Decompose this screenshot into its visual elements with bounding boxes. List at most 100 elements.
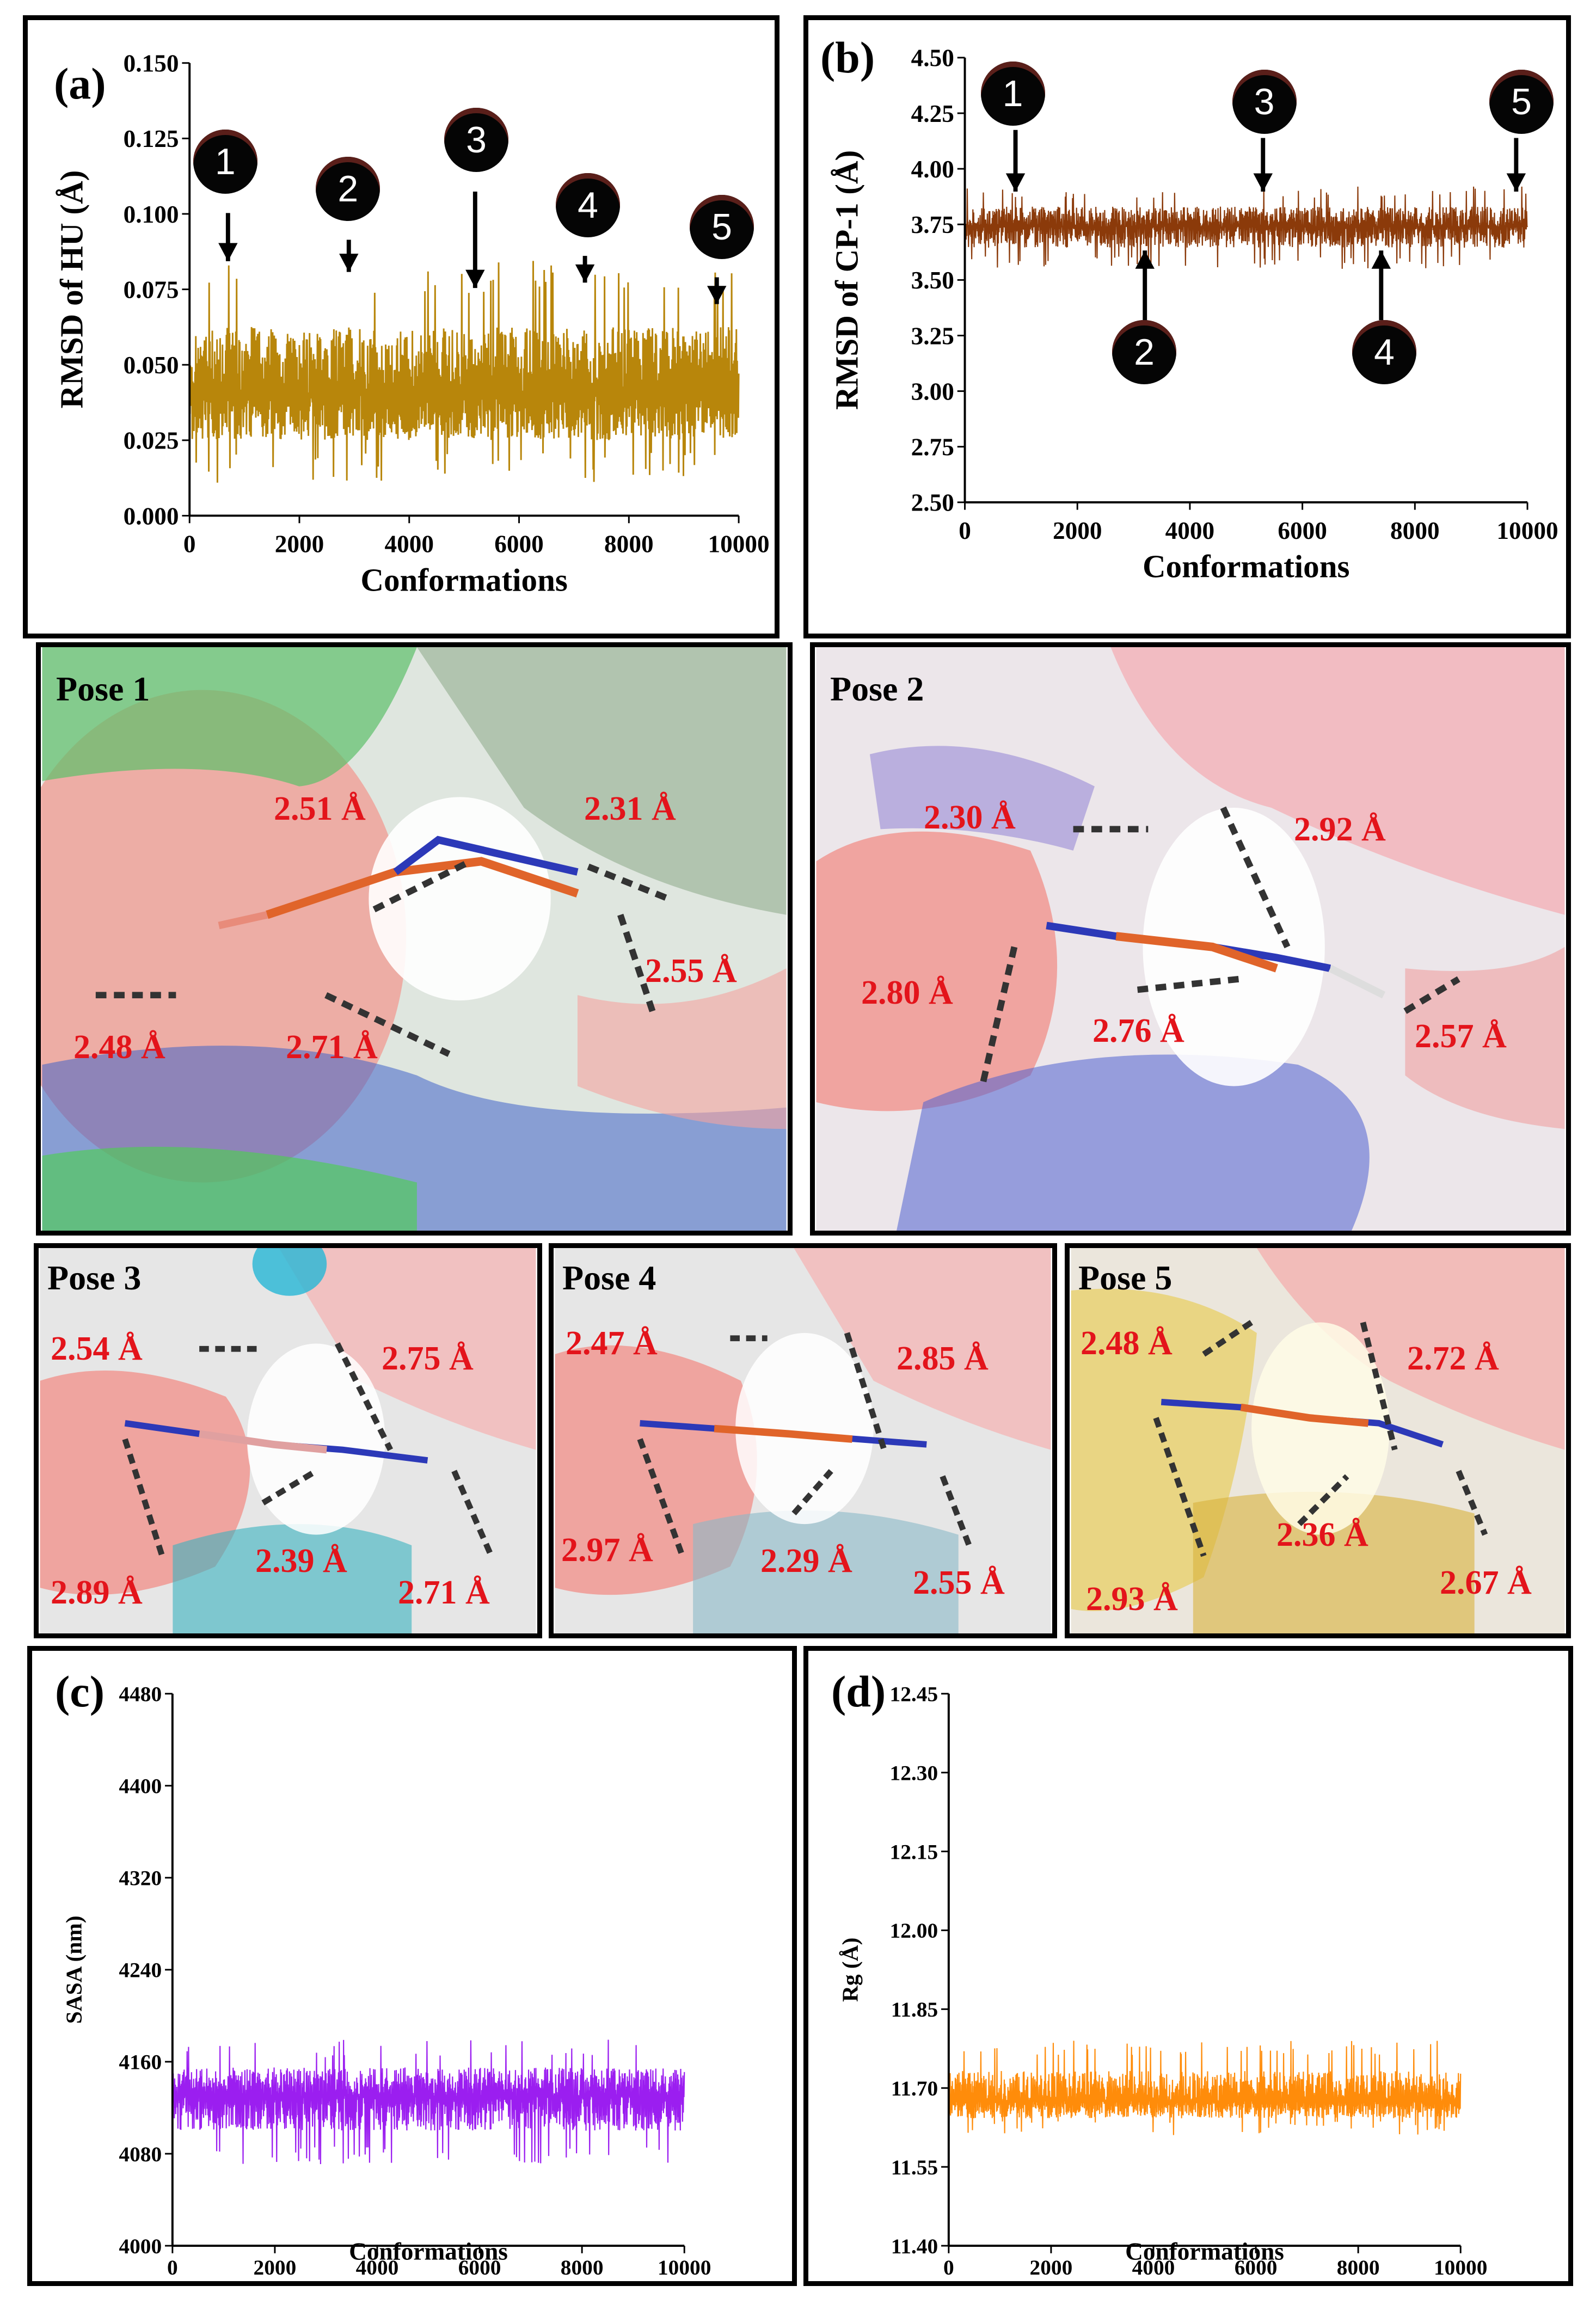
pose-4-distance-1: 2.47 Å [566, 1325, 658, 1362]
x-tick-label: 4000 [356, 2256, 399, 2279]
marker-arrowhead [575, 264, 595, 283]
marker-arrowhead [1135, 250, 1155, 269]
chart-b: 0 2000 4000 6000 8000 10000 2.50 2.75 3.00 3.25 3.… [829, 45, 1558, 585]
series-line-b [964, 186, 1529, 269]
pose-2-render [816, 647, 1565, 1231]
x-tick-label: 0 [183, 530, 196, 557]
x-tick-label: 4000 [1132, 2256, 1175, 2279]
y-tick-label: 4000 [119, 2234, 162, 2258]
y-tick-label: 0.125 [124, 125, 179, 152]
pose-5-distance-3: 2.93 Å [1086, 1581, 1178, 1618]
pose-3-distance-4: 2.39 Å [255, 1543, 347, 1580]
pose-5-distance-5: 2.67 Å [1440, 1564, 1532, 1601]
pose-3-distance-5: 2.71 Å [398, 1574, 490, 1611]
pose-1-render [41, 647, 787, 1231]
x-tick-label: 8000 [1390, 517, 1440, 544]
x-tick-label: 2000 [254, 2256, 297, 2279]
pose-1-distance-5: 2.71 Å [286, 1029, 378, 1066]
x-tick-label: 6000 [1235, 2256, 1278, 2279]
x-tick-label: 2000 [1030, 2256, 1073, 2279]
y-axis-title-b: RMSD of CP-1 (Å) [829, 150, 865, 410]
panel-c: 0 2000 4000 6000 8000 10000 4000 4080 4160 4240 43… [27, 1646, 797, 2286]
y-tick-label: 2.50 [911, 489, 954, 517]
marker-arrowhead [707, 286, 727, 304]
series-line-d [948, 1693, 1462, 2135]
y-tick-label: 4480 [119, 1682, 162, 1706]
pose-panel-1: Pose 1 2.51 Å 2.31 Å 2.55 Å 2.48 Å 2.71 … [36, 642, 793, 1236]
y-tick-label: 0.000 [124, 502, 179, 530]
y-tick-label: 3.25 [911, 322, 954, 349]
y-tick-label: 2.75 [911, 434, 954, 461]
y-tick-label: 3.00 [911, 378, 954, 405]
x-tick-label: 6000 [1278, 517, 1327, 544]
conformation-marker-4: 4 [556, 173, 620, 237]
marker-arrowhead [1005, 173, 1026, 192]
y-axis-title-a: RMSD of HU (Å) [53, 170, 89, 409]
panel-b: 0 2000 4000 6000 8000 10000 2.50 2.75 3.00 3.25 3.… [803, 15, 1571, 638]
x-tick-label: 8000 [604, 530, 654, 557]
chart-d: 0 2000 4000 6000 8000 10000 11.40 11.55 11.70 11.… [837, 1682, 1487, 2280]
series-line-a [188, 261, 740, 483]
y-tick-label: 0.025 [124, 427, 179, 454]
y-tick-label: 11.40 [891, 2234, 938, 2258]
pose-5-render [1071, 1248, 1565, 1633]
pose-panel-3: Pose 3 2.54 Å 2.75 Å 2.89 Å 2.39 Å 2.71 … [34, 1243, 542, 1638]
conformation-marker-3: 3 [1232, 70, 1297, 134]
x-tick-label: 10000 [1496, 517, 1558, 544]
marker-arrowhead [339, 254, 359, 272]
y-tick-label: 4080 [119, 2142, 162, 2166]
y-tick-label: 4.25 [911, 100, 954, 127]
marker-arrowhead [1371, 250, 1391, 269]
marker-arrowhead [218, 243, 238, 261]
pose-1-label: Pose 1 [56, 669, 150, 708]
conformation-marker-2: 2 [1112, 320, 1176, 384]
x-axis-title-d: Conformations [1125, 2238, 1284, 2265]
y-tick-label: 3.75 [911, 211, 954, 238]
pose-3-distance-1: 2.54 Å [51, 1330, 143, 1367]
panel-a: 0 2000 4000 6000 8000 10000 0.000 0.025 0.050 0.0… [23, 15, 779, 638]
pose-4-distance-5: 2.55 Å [913, 1564, 1005, 1601]
pose-3-render [40, 1248, 536, 1633]
pose-2-distance-2: 2.92 Å [1294, 811, 1386, 848]
x-axis-title-b: Conformations [1143, 549, 1350, 585]
x-tick-label: 8000 [561, 2256, 604, 2279]
x-tick-label: 4000 [1165, 517, 1215, 544]
marker-arrowhead [465, 269, 485, 288]
conformation-marker-3: 3 [444, 108, 508, 172]
x-tick-label: 6000 [494, 530, 544, 557]
pose-2-label: Pose 2 [830, 669, 924, 708]
y-tick-label: 0.075 [124, 276, 179, 303]
pose-1-distance-2: 2.31 Å [584, 790, 676, 827]
y-tick-label: 11.70 [891, 2076, 938, 2100]
y-tick-label: 12.00 [890, 1919, 938, 1943]
y-axis-title-d: Rg (Å) [837, 1938, 863, 2002]
y-tick-label: 4160 [119, 2050, 162, 2074]
pose-5-distance-1: 2.48 Å [1081, 1325, 1173, 1362]
pose-2-distance-1: 2.30 Å [924, 799, 1016, 836]
pose-1-distance-3: 2.55 Å [645, 953, 737, 990]
y-tick-label: 3.50 [911, 267, 954, 294]
panel-d-label: (d) [831, 1667, 886, 1716]
pose-panel-2: Pose 2 2.30 Å 2.92 Å 2.80 Å 2.76 Å 2.57 … [810, 642, 1571, 1236]
chart-a: 0 2000 4000 6000 8000 10000 0.000 0.025 0.050 0.0… [53, 50, 769, 598]
pose-panel-5: Pose 5 2.48 Å 2.72 Å 2.93 Å 2.36 Å 2.67 … [1065, 1243, 1571, 1638]
x-tick-label: 0 [167, 2256, 178, 2279]
conformation-marker-1: 1 [980, 62, 1045, 126]
panel-a-label: (a) [54, 59, 106, 108]
pose-2-distance-3: 2.80 Å [861, 974, 953, 1011]
y-tick-label: 0.150 [124, 50, 179, 77]
marker-arrowhead [1506, 173, 1526, 192]
pose-4-label: Pose 4 [562, 1258, 656, 1297]
pose-1-distance-1: 2.51 Å [274, 790, 366, 827]
y-tick-label: 4240 [119, 1958, 162, 1982]
pose-4-render [555, 1248, 1051, 1633]
marker-arrowhead [1253, 173, 1273, 192]
series-line-c [171, 1693, 685, 2165]
x-tick-label: 6000 [458, 2256, 501, 2279]
panel-d: 0 2000 4000 6000 8000 10000 11.40 11.55 11.70 11.… [803, 1646, 1573, 2286]
pose-2-distance-4: 2.76 Å [1092, 1012, 1184, 1049]
y-tick-label: 11.55 [891, 2155, 938, 2179]
y-tick-label: 12.45 [890, 1682, 938, 1706]
y-tick-label: 0.050 [124, 352, 179, 379]
pose-3-distance-3: 2.89 Å [51, 1574, 143, 1611]
